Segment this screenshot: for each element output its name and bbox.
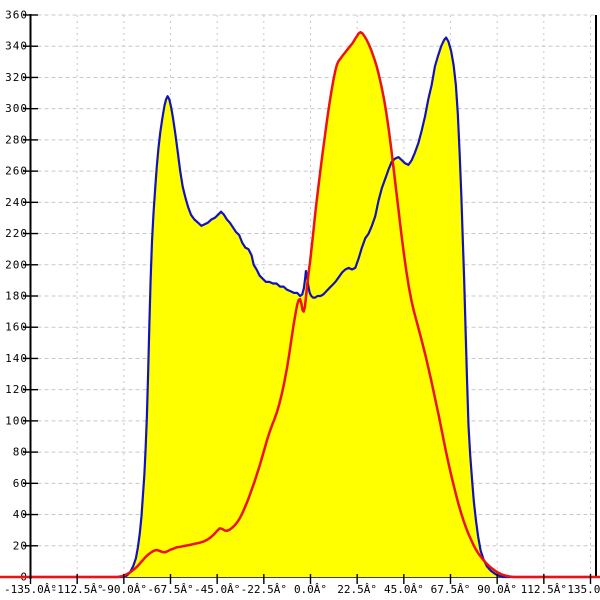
y-tick-label: 200	[5, 258, 28, 271]
x-tick-label: 112.5Â°	[521, 583, 567, 596]
y-tick-label: 40	[13, 508, 28, 521]
x-tick-label: 45.0Â°	[384, 583, 424, 596]
y-tick-label: 320	[5, 71, 28, 84]
x-tick-label: -22.5Â°	[241, 583, 287, 596]
y-tick-label: 360	[5, 9, 28, 22]
x-tick-label: -135.0Â°	[4, 583, 57, 596]
x-tick-label: -67.5Â°	[147, 583, 193, 596]
y-tick-label: 100	[5, 414, 28, 427]
x-tick-label: -112.5Â°	[51, 583, 104, 596]
y-tick-label: 300	[5, 102, 28, 115]
y-tick-label: 240	[5, 196, 28, 209]
x-tick-label: 67.5Â°	[431, 583, 471, 596]
y-tick-label: 220	[5, 227, 28, 240]
area-fills	[30, 32, 591, 578]
blue-series-line	[29, 36, 592, 579]
y-tick-label: 140	[5, 352, 28, 365]
x-tick-label: 135.0Â°	[567, 583, 600, 596]
y-tick-label: 80	[13, 446, 28, 459]
red-distribution-fill	[30, 32, 591, 577]
red-series-line	[0, 30, 600, 579]
y-tick-label: 340	[5, 40, 28, 53]
x-tick-label: 22.5Â°	[337, 583, 377, 596]
y-tick-label: 280	[5, 133, 28, 146]
x-axis-ticks: -135.0Â°-112.5Â°-90.0Â° -67.5Â° -45.0Â° -22…	[4, 574, 600, 596]
y-tick-label: 160	[5, 321, 28, 334]
x-tick-label: -90.0Â°	[101, 583, 147, 596]
x-tick-label: -45.0Â°	[194, 583, 240, 596]
y-tick-label: 60	[13, 477, 28, 490]
y-tick-label: 20	[13, 539, 28, 552]
x-tick-label: 90.0Â°	[477, 583, 517, 596]
y-tick-label: 120	[5, 383, 28, 396]
y-tick-label: 180	[5, 290, 28, 303]
x-tick-label: 0.0Â°	[294, 583, 327, 596]
y-tick-label: 260	[5, 165, 28, 178]
